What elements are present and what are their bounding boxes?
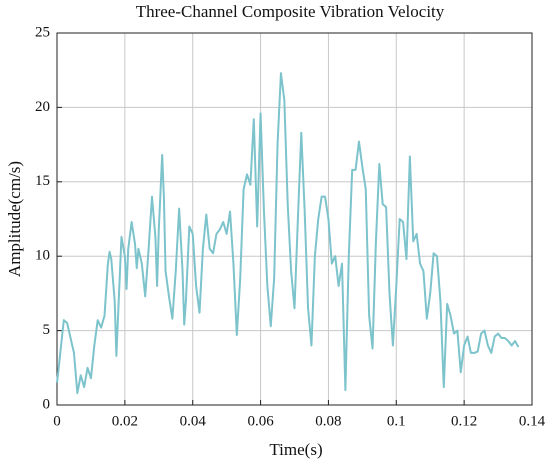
- x-axis-label: Time(s): [269, 440, 322, 459]
- x-tick-label: 0: [53, 413, 61, 429]
- plot-frame: [56, 32, 533, 406]
- x-tick-label: 0.02: [112, 413, 138, 429]
- x-tick-label: 0.1: [387, 413, 406, 429]
- x-tick-label: 0.14: [519, 413, 546, 429]
- x-tick-label: 0.08: [315, 413, 341, 429]
- chart-title: Three-Channel Composite Vibration Veloci…: [136, 2, 445, 21]
- data-line: [56, 72, 520, 395]
- y-tick-label: 20: [35, 99, 50, 115]
- x-tick-label: 0.04: [180, 413, 207, 429]
- y-tick-label: 10: [35, 248, 50, 264]
- y-tick-label: 5: [43, 322, 51, 338]
- y-tick-label: 0: [43, 396, 51, 412]
- y-axis-label: Amplitude(cm/s): [5, 161, 24, 277]
- x-tick-label: 0.06: [247, 413, 274, 429]
- y-tick-label: 15: [35, 173, 50, 189]
- x-tick-label: 0.12: [451, 413, 477, 429]
- y-tick-label: 25: [35, 24, 50, 40]
